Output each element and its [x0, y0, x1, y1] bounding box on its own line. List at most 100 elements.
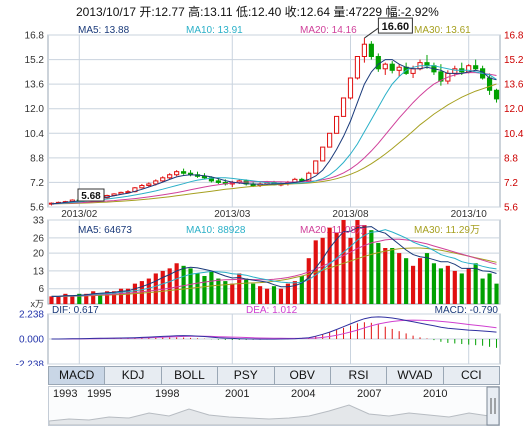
min-callout-box: [77, 188, 105, 202]
macd-value-label: MACD: -0.790: [435, 305, 499, 316]
volume-bar: [84, 293, 89, 304]
volume-bar: [299, 276, 304, 304]
volume-bar: [160, 270, 165, 304]
volume-bar: [70, 296, 75, 304]
candle-body: [368, 43, 374, 58]
candle-body: [493, 89, 500, 100]
tab-rsi[interactable]: RSI: [331, 367, 388, 384]
candle-body: [438, 71, 444, 82]
tab-kdj[interactable]: KDJ: [105, 367, 162, 384]
tab-macd[interactable]: MACD: [49, 367, 106, 384]
volume-bar: [459, 273, 464, 304]
candle-body: [486, 77, 493, 91]
tab-cci[interactable]: CCI: [460, 368, 482, 382]
stock-chart[interactable]: 16.8 16.8 15.2 15.2 13.6 13.6 12.0 12.0 10.4 10.4…: [0, 0, 525, 366]
volume-bar: [125, 288, 131, 304]
volume-bar: [410, 265, 416, 304]
volume-unit-label: x万: [30, 299, 44, 309]
volume-bar: [91, 291, 96, 304]
high-value: 13.11: [203, 5, 233, 19]
volume-bar: [251, 283, 256, 304]
candle-body: [215, 180, 221, 183]
volume-bar: [223, 281, 228, 304]
candle-body: [201, 175, 208, 179]
volume-bar: [487, 273, 492, 304]
candle-body: [396, 66, 402, 71]
volume-bar: [258, 286, 263, 304]
price-axis-tick: 10.4: [25, 129, 45, 140]
timeline-year: 1993: [53, 388, 78, 400]
volume-bar: [417, 258, 423, 304]
tab-wvad[interactable]: WVAD: [387, 367, 444, 384]
price-axis-tick: 15.2: [25, 55, 45, 66]
volume-axis-tick: 20: [33, 249, 45, 260]
candle-body: [306, 172, 312, 182]
max-price-callout: 16.60: [382, 21, 410, 33]
volume-ma20-line: [51, 238, 497, 297]
close-label: 收:: [284, 5, 301, 19]
candle-body: [174, 171, 180, 176]
candle-body: [313, 160, 319, 174]
macd-axis-tick: 2.238: [19, 310, 44, 321]
volume-bar: [306, 258, 311, 304]
volume-bar: [431, 263, 437, 304]
price-axis-tick: 16.8: [25, 31, 45, 42]
volume-bar: [237, 273, 242, 304]
volume-bar: [244, 278, 249, 304]
tab-obv[interactable]: OBV: [275, 367, 331, 384]
volume-bar: [271, 286, 277, 304]
price-axis-tick-right: 12.0: [504, 104, 524, 115]
volume-bar: [438, 268, 443, 304]
volume-bar: [111, 291, 117, 304]
candle-body: [389, 63, 395, 71]
volume-bar: [188, 268, 193, 304]
volume-bar: [466, 268, 471, 304]
timeline-navigator[interactable]: 1993 1995 1998 2001 2004 2007 2010: [48, 386, 500, 426]
price-axis-tick: 7.2: [30, 178, 44, 189]
price-ma30-line: [51, 83, 497, 205]
volume-bar: [105, 291, 110, 304]
tab-boll[interactable]: BOLL: [162, 367, 219, 384]
price-ma10-line: [51, 65, 497, 205]
quote-info-bar: 2013/10/17 开:12.77 高:13.11 低:12.40 收:12.…: [76, 3, 439, 20]
candle-body: [361, 43, 367, 58]
volume-bar: [77, 293, 82, 304]
candle-body: [333, 115, 340, 134]
open-label: 开:: [139, 5, 155, 19]
candle-body: [354, 56, 361, 79]
macd-dif-line: [51, 316, 497, 340]
tab-psy[interactable]: PSY: [218, 367, 275, 384]
candle-body: [167, 174, 173, 179]
high-label: 高:: [188, 5, 204, 19]
volume-bar: [98, 293, 103, 304]
volume-bar: [473, 263, 478, 304]
price-axis-tick-right: 15.2: [504, 55, 524, 66]
price-ma-label: MA5: 13.88: [78, 25, 130, 36]
price-ma-label: MA10: 13.91: [186, 25, 243, 36]
volume-bar: [348, 237, 353, 304]
volume-bar: [209, 270, 214, 304]
volume-bar: [480, 278, 485, 304]
volume-bar: [202, 276, 207, 304]
macd-axis-tick: 0.000: [19, 335, 44, 346]
volume-bar: [452, 270, 457, 304]
volume-axis-tick: 13: [33, 266, 45, 277]
low-value: 12.40: [251, 5, 282, 19]
volume-ma5-line: [51, 226, 497, 297]
candle-body: [320, 146, 326, 162]
volume-bar: [341, 220, 346, 304]
volume-ma-label: MA20: 11.08万: [300, 225, 366, 236]
volume-bar: [56, 296, 61, 304]
volume-bar: [494, 283, 499, 304]
macd-axis-tick: -2.238: [16, 360, 45, 367]
volume-axis-tick: 6: [38, 284, 44, 295]
macd-dea-label: DEA: 1.012: [246, 305, 298, 316]
price-ma5-line: [51, 59, 497, 205]
volume-bar: [355, 220, 360, 304]
open-value: 12.77: [154, 5, 185, 19]
timeline-range-handle[interactable]: [486, 386, 500, 426]
price-axis-tick-right: 10.4: [504, 129, 524, 140]
timeline-year: 2001: [225, 388, 250, 400]
volume-axis-tick: 26: [33, 233, 45, 244]
change-value: -2.92%: [400, 5, 439, 19]
